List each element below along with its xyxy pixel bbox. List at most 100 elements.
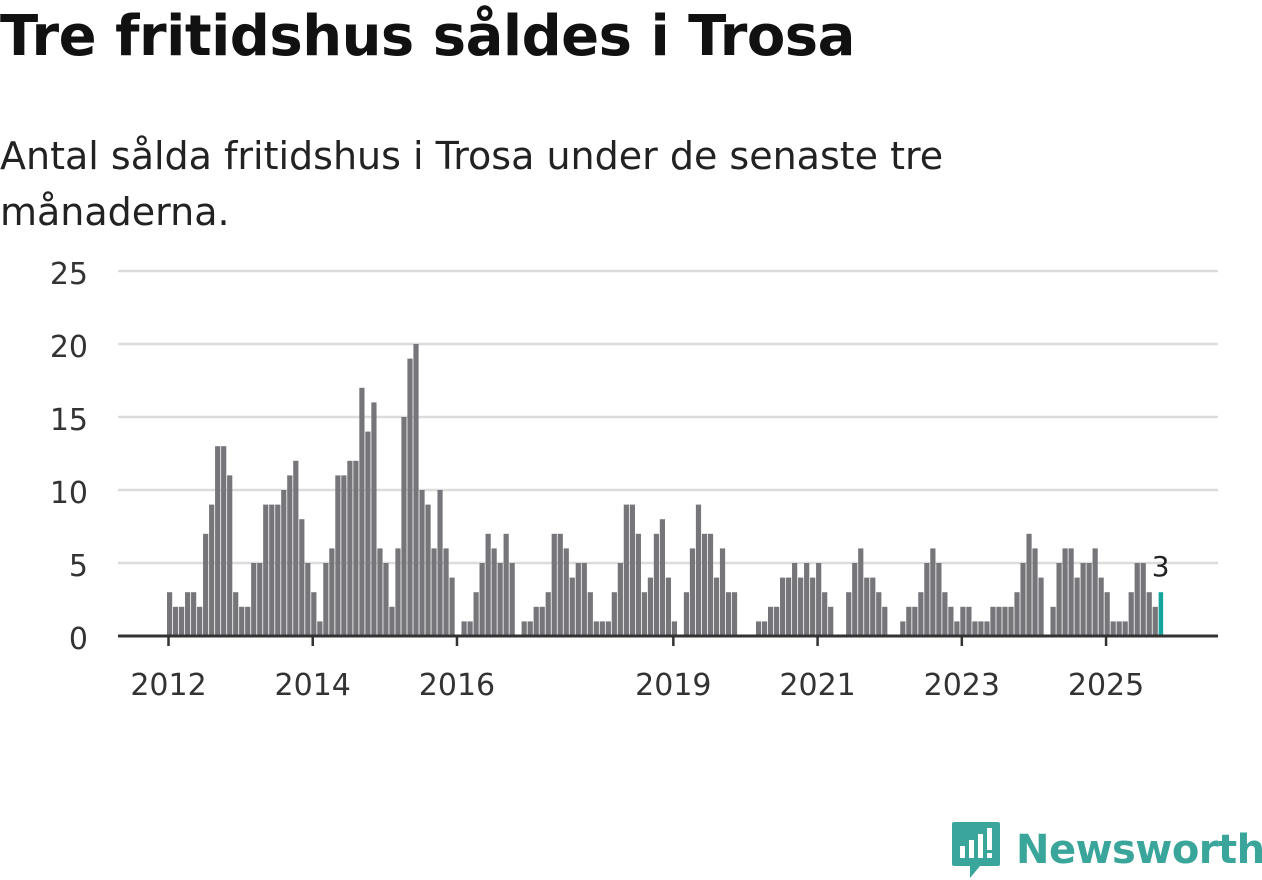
bar: [665, 577, 672, 636]
bar: [521, 621, 527, 636]
x-tick-label: 2012: [130, 668, 206, 703]
bar: [257, 563, 263, 636]
bar: [557, 533, 563, 636]
bar: [461, 621, 467, 636]
newsworthy-logo: Newsworthy: [950, 820, 1262, 880]
bar: [395, 548, 401, 636]
bar: [870, 577, 876, 636]
bar: [659, 519, 666, 636]
bar: [1056, 563, 1062, 636]
bar: [792, 563, 798, 636]
bar: [978, 621, 984, 636]
chart-subtitle: Antal sålda fritidshus i Trosa under de …: [0, 134, 944, 234]
bar: [215, 446, 221, 636]
bar: [755, 621, 762, 636]
bar: [371, 402, 377, 636]
bar: [731, 592, 738, 636]
bar: [305, 563, 311, 636]
bar: [683, 592, 690, 636]
bar: [990, 606, 996, 636]
bar: [1110, 621, 1116, 636]
bar: [347, 460, 353, 636]
bar: [335, 475, 341, 636]
bar: [275, 504, 281, 636]
bar: [173, 606, 179, 636]
bar: [593, 621, 599, 636]
bar: [761, 621, 768, 636]
bar: [233, 592, 239, 636]
y-tick-label: 0: [69, 622, 88, 657]
bar: [299, 519, 305, 636]
bar: [707, 533, 714, 636]
bar: [816, 563, 822, 636]
bar: [329, 548, 335, 636]
bar: [996, 606, 1002, 636]
bar: [323, 563, 329, 636]
bar: [179, 606, 185, 636]
bar: [587, 592, 593, 636]
newsworthy-logo-icon: [952, 822, 1000, 878]
bar: [942, 592, 948, 636]
bar: [401, 417, 407, 636]
x-tick-label: 2014: [275, 668, 351, 703]
bar: [1134, 563, 1140, 636]
x-tick-label: 2023: [924, 668, 1000, 703]
bar: [407, 358, 413, 636]
bar: [798, 577, 804, 636]
newsworthy-logo-text: Newsworthy: [1016, 827, 1262, 873]
bar: [1008, 606, 1014, 636]
bar: [491, 548, 497, 636]
bar: [191, 592, 197, 636]
bar: [960, 606, 966, 636]
bar: [473, 592, 479, 636]
bar: [701, 533, 708, 636]
bar: [1074, 577, 1080, 636]
bar: [924, 563, 930, 636]
bar: [617, 563, 623, 636]
bar: [551, 533, 557, 636]
bar: [443, 548, 449, 636]
bar: [341, 475, 347, 636]
bar: [209, 504, 215, 636]
x-tick-label: 2025: [1068, 668, 1144, 703]
bar: [804, 563, 810, 636]
bar: [353, 460, 359, 636]
bar: [906, 606, 912, 636]
bar: [858, 548, 864, 636]
bar: [431, 548, 437, 636]
bar: [503, 533, 509, 636]
bar: [936, 563, 942, 636]
bar: [221, 446, 227, 636]
bar: [227, 475, 233, 636]
bar: [647, 577, 653, 636]
bar: [317, 621, 323, 636]
bar: [1086, 563, 1092, 636]
bar: [383, 563, 389, 636]
y-tick-label: 20: [50, 330, 88, 365]
bar: [635, 533, 641, 636]
x-tick-label: 2016: [419, 668, 495, 703]
bar: [365, 431, 371, 636]
bar: [467, 621, 473, 636]
bar: [1032, 548, 1038, 636]
bar: [251, 563, 257, 636]
bar: [1098, 577, 1104, 636]
bar: [641, 592, 647, 636]
x-tick-label: 2019: [635, 668, 711, 703]
bar: [1080, 563, 1086, 636]
bar: [359, 387, 365, 636]
bar: [828, 606, 834, 636]
bar: [413, 344, 419, 636]
bar: [203, 533, 209, 636]
y-tick-label: 15: [50, 403, 88, 438]
bar: [449, 577, 455, 636]
bar: [611, 592, 617, 636]
bar: [281, 490, 287, 636]
y-tick-label: 25: [50, 257, 88, 292]
last-value-label: 3: [1152, 550, 1170, 583]
bar: [497, 563, 503, 636]
chart-title: Tre fritidshus såldes i Trosa: [0, 4, 855, 69]
bar: [1152, 606, 1158, 636]
bar: [719, 548, 726, 636]
